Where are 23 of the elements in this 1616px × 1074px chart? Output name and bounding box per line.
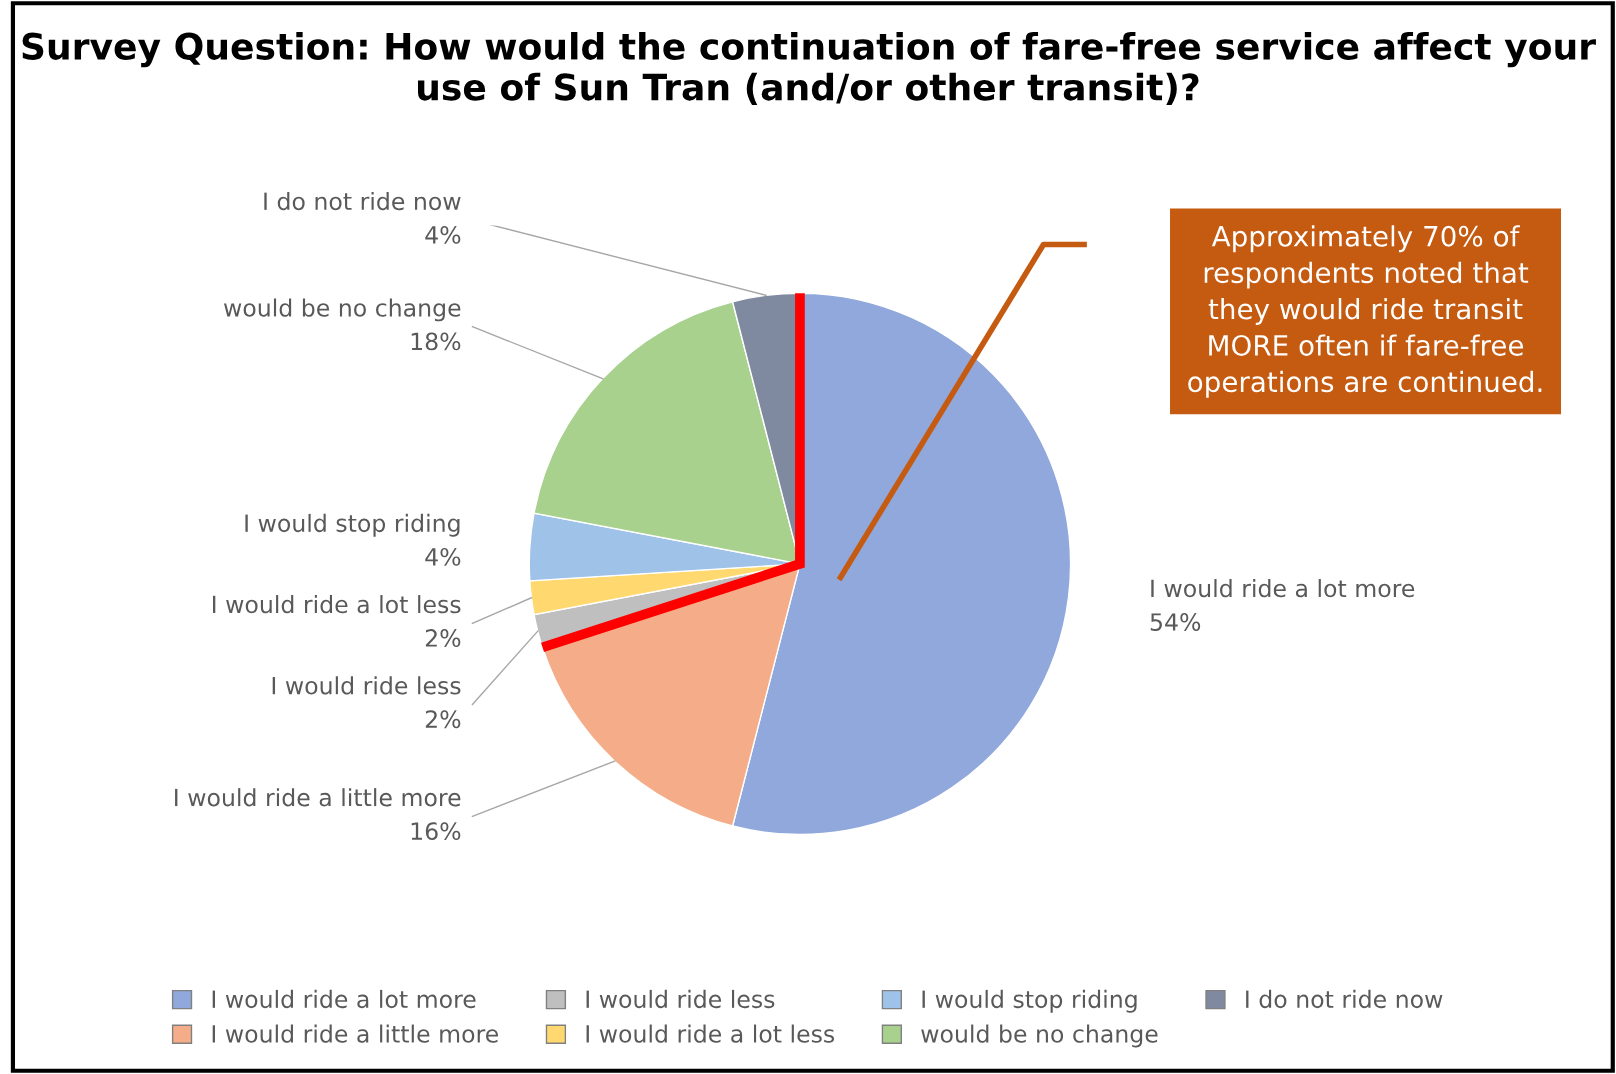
- legend-label: I would ride a lot more: [212, 989, 476, 1009]
- legend-label: I do not ride now: [1246, 989, 1443, 1009]
- legend-label: I would ride a lot less: [586, 1024, 835, 1043]
- slice-label: would be no change: [224, 298, 461, 322]
- data-label: 18%: [411, 332, 461, 351]
- legend-label: would be no change: [921, 1024, 1158, 1048]
- slice-label: I would ride a lot less: [212, 595, 461, 614]
- slice-label: I do not ride now: [264, 191, 461, 211]
- legend-label: I would ride a little more: [212, 1024, 498, 1043]
- data-label: 4%: [425, 225, 461, 244]
- data-label: 2%: [425, 710, 461, 729]
- legend-label: I would ride less: [586, 989, 775, 1009]
- slice-label: I would stop riding: [245, 513, 460, 537]
- legend-label: I would stop riding: [922, 989, 1137, 1013]
- slice-label: I would ride less: [272, 676, 461, 695]
- data-label: 16%: [411, 822, 461, 841]
- slice-label: I would ride a little more: [175, 788, 461, 807]
- data-label: 2%: [425, 629, 461, 647]
- data-label: 4%: [425, 547, 461, 566]
- slice-label: I would ride a lot more: [1151, 579, 1415, 598]
- chart-title: Survey Question: How would the continuation of fare-free service affect your use of Sun Tran (and/or other transit)?: [22, 31, 1596, 105]
- data-label: 54%: [1150, 613, 1201, 631]
- text: Approximately 70% of respondents noted that they would ride transit MORE often if fare-free operations are continued.: [1188, 225, 1542, 398]
